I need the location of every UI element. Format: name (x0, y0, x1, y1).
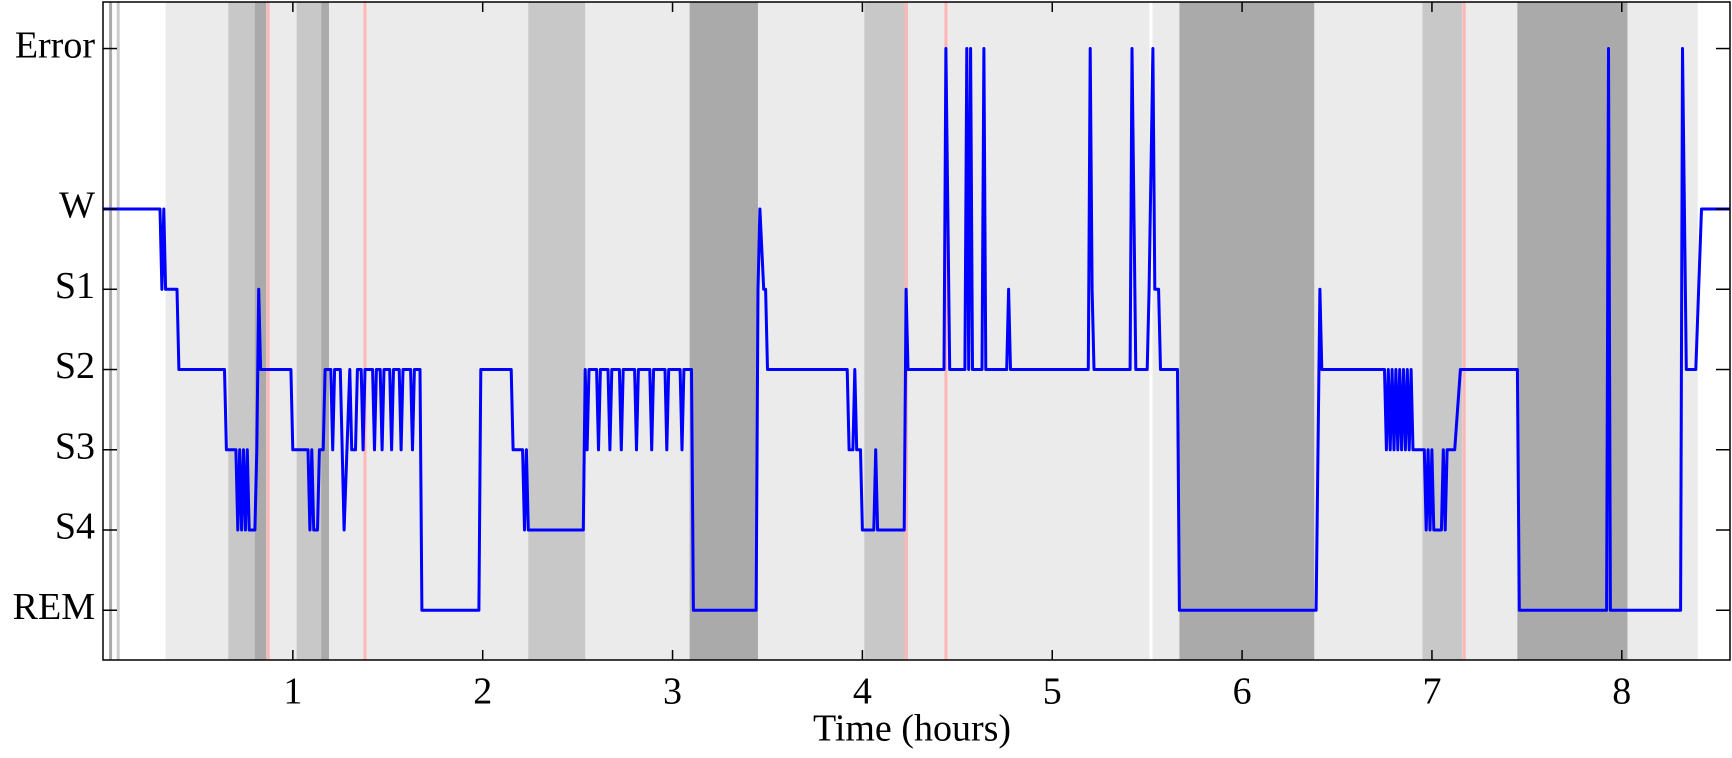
y-tick-label: Error (15, 24, 96, 66)
shaded-band (321, 2, 329, 660)
y-tick-label: S2 (55, 345, 95, 387)
x-tick-label: 5 (1043, 671, 1062, 713)
x-tick-label: 7 (1422, 671, 1441, 713)
shaded-band (1422, 2, 1463, 660)
shaded-band (165, 2, 1698, 660)
y-tick-label: S3 (55, 425, 95, 467)
x-tick-label: 3 (663, 671, 682, 713)
x-tick-label: 8 (1612, 671, 1631, 713)
shaded-band (864, 2, 908, 660)
shaded-band (1179, 2, 1315, 660)
y-tick-label: S1 (55, 265, 95, 307)
axes-box (102, 1, 1731, 661)
shaded-band (689, 2, 758, 660)
y-tick-label: REM (13, 586, 95, 628)
x-axis-label: Time (hours) (813, 708, 1011, 750)
data-line (103, 47, 1730, 612)
y-tick-label: S4 (55, 506, 95, 548)
x-tick-label: 1 (283, 671, 302, 713)
x-tick-label: 6 (1233, 671, 1252, 713)
x-tick-label: 4 (853, 671, 872, 713)
y-tick-label: W (59, 185, 95, 227)
shaded-band (528, 2, 586, 660)
x-tick-label: 2 (473, 671, 492, 713)
